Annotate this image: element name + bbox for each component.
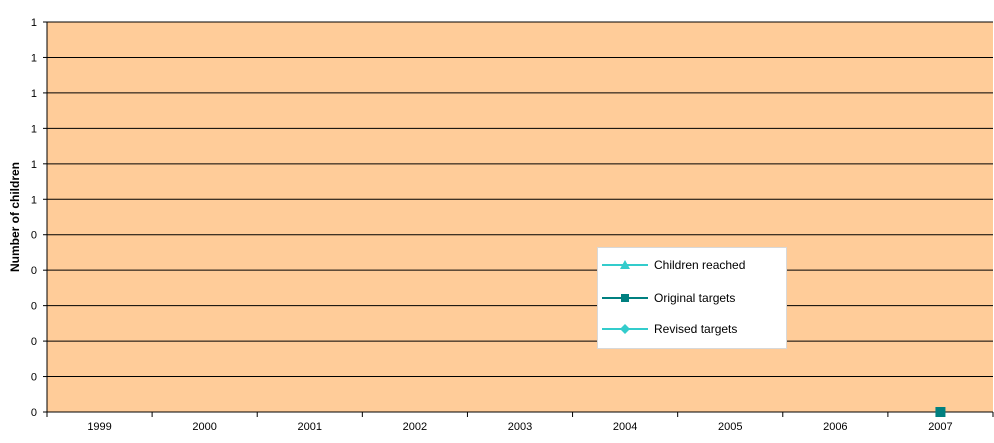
diamond-marker-icon <box>602 324 648 334</box>
data-series <box>935 407 946 417</box>
x-tick-label: 2005 <box>718 421 742 433</box>
y-tick-label: 0 <box>31 372 37 384</box>
legend-item-revised-targets: Revised targets <box>600 321 737 337</box>
x-tick-label: 1999 <box>87 421 111 433</box>
legend-item-children-reached: Children reached <box>600 257 745 273</box>
y-tick-label: 0 <box>31 230 37 242</box>
y-tick-label: 1 <box>31 194 37 206</box>
x-axis-ticks: 1999 2000 2001 2002 2003 2004 2005 2006 2007 <box>46 412 994 433</box>
x-tick-label: 2001 <box>298 421 322 433</box>
x-tick-label: 2006 <box>823 421 847 433</box>
x-tick-label: 2007 <box>928 421 952 433</box>
y-tick-label: 0 <box>31 265 37 277</box>
x-tick-label: 2004 <box>613 421 637 433</box>
data-point <box>935 407 946 417</box>
x-tick-label: 2002 <box>403 421 427 433</box>
legend-label: Revised targets <box>654 322 738 336</box>
y-tick-label: 0 <box>31 407 37 419</box>
y-tick-label: 0 <box>31 301 37 313</box>
gridlines <box>47 21 993 378</box>
legend-label: Children reached <box>654 258 746 272</box>
y-axis-ticks: 0 0 0 0 0 0 1 1 1 1 1 1 <box>31 17 47 419</box>
y-tick-label: 1 <box>31 17 37 29</box>
y-tick-label: 1 <box>31 88 37 100</box>
legend-item-original-targets: Original targets <box>600 290 735 306</box>
y-axis-title: Number of children <box>8 162 22 272</box>
square-marker-icon <box>602 294 648 302</box>
plot-area <box>47 22 993 412</box>
legend-label: Original targets <box>654 291 736 305</box>
legend: Children reached Original targets Revise… <box>597 247 787 349</box>
y-tick-label: 1 <box>31 159 37 171</box>
y-tick-label: 1 <box>31 52 37 64</box>
y-tick-label: 1 <box>31 123 37 135</box>
x-tick-label: 2003 <box>508 421 532 433</box>
x-tick-label: 2000 <box>192 421 216 433</box>
triangle-marker-icon <box>602 260 648 269</box>
y-tick-label: 0 <box>31 336 37 348</box>
